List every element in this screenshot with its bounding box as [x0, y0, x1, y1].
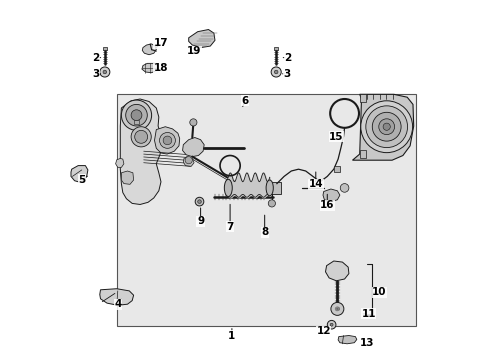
Text: 2: 2	[284, 53, 291, 63]
Circle shape	[371, 112, 400, 141]
Circle shape	[125, 104, 147, 126]
Text: 8: 8	[261, 227, 268, 237]
Circle shape	[103, 70, 106, 74]
Circle shape	[326, 320, 335, 329]
Text: 16: 16	[319, 200, 334, 210]
Text: 10: 10	[371, 287, 386, 297]
Polygon shape	[337, 336, 356, 344]
Circle shape	[197, 200, 201, 203]
Circle shape	[134, 130, 147, 143]
Polygon shape	[322, 189, 339, 202]
Polygon shape	[154, 127, 179, 154]
Circle shape	[195, 197, 203, 206]
Circle shape	[131, 110, 142, 121]
Bar	[133, 120, 139, 124]
Circle shape	[382, 123, 389, 130]
Circle shape	[159, 132, 175, 148]
Circle shape	[274, 70, 277, 74]
Polygon shape	[142, 44, 156, 55]
Text: 1: 1	[228, 330, 235, 341]
Circle shape	[270, 67, 281, 77]
Polygon shape	[121, 171, 133, 184]
Text: 17: 17	[153, 38, 168, 48]
Text: 18: 18	[153, 63, 168, 73]
Text: 11: 11	[361, 309, 375, 319]
Ellipse shape	[265, 180, 273, 196]
Text: 7: 7	[226, 222, 233, 232]
Text: 15: 15	[328, 132, 343, 142]
Text: 2: 2	[92, 53, 100, 63]
Circle shape	[121, 100, 151, 130]
Text: 9: 9	[197, 216, 203, 226]
Circle shape	[131, 127, 151, 147]
Circle shape	[189, 119, 197, 126]
Circle shape	[330, 302, 343, 315]
Text: 3: 3	[283, 69, 290, 79]
Circle shape	[100, 67, 110, 77]
Ellipse shape	[224, 179, 232, 197]
Text: 14: 14	[308, 179, 323, 189]
Bar	[117, 94, 415, 326]
Circle shape	[185, 157, 192, 164]
Polygon shape	[325, 261, 348, 281]
Bar	[273, 47, 278, 50]
Polygon shape	[100, 289, 133, 305]
Polygon shape	[142, 63, 157, 73]
Bar	[333, 166, 339, 172]
Polygon shape	[352, 94, 413, 160]
Bar	[359, 94, 366, 102]
Bar	[103, 47, 107, 50]
Text: 19: 19	[186, 46, 201, 56]
Circle shape	[360, 101, 412, 153]
Circle shape	[365, 106, 407, 148]
Polygon shape	[115, 158, 123, 167]
Text: 6: 6	[241, 96, 248, 106]
Text: 13: 13	[359, 338, 373, 348]
Circle shape	[378, 119, 394, 135]
Text: 5: 5	[78, 175, 85, 185]
Text: 3: 3	[92, 69, 100, 79]
Polygon shape	[71, 166, 88, 182]
Circle shape	[329, 323, 332, 326]
Text: 12: 12	[316, 326, 330, 336]
Circle shape	[163, 136, 171, 145]
Circle shape	[340, 184, 348, 192]
Bar	[270, 182, 281, 194]
Circle shape	[268, 200, 275, 207]
Polygon shape	[188, 30, 215, 48]
Bar	[359, 150, 366, 158]
Polygon shape	[182, 138, 204, 157]
Polygon shape	[120, 99, 162, 204]
Polygon shape	[183, 157, 194, 166]
Text: 4: 4	[114, 299, 121, 309]
